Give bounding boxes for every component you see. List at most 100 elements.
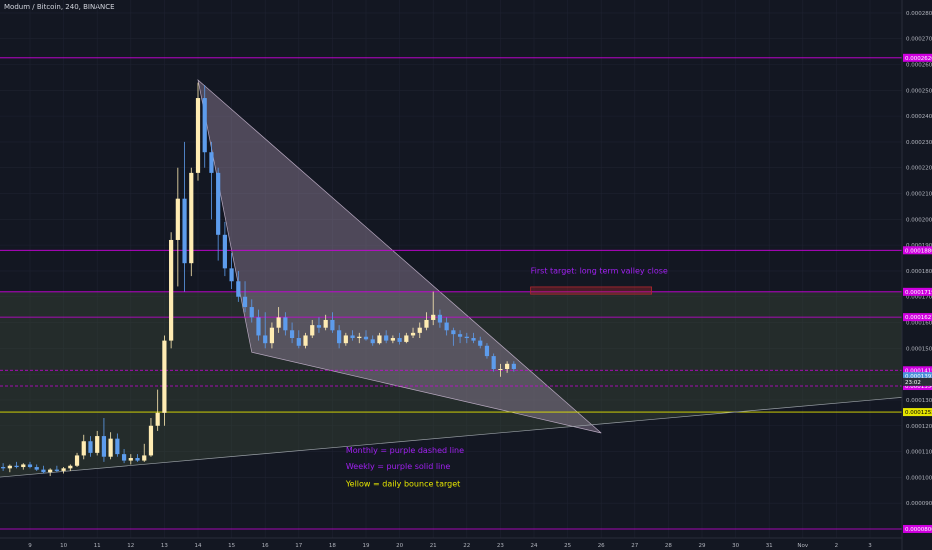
candle-body bbox=[464, 336, 469, 339]
x-tick-label: 14 bbox=[195, 543, 202, 549]
candle bbox=[182, 141, 187, 292]
level-badge bbox=[903, 366, 932, 375]
first-target-box bbox=[530, 286, 653, 295]
candle-body bbox=[249, 307, 254, 318]
candle-body bbox=[61, 468, 66, 471]
candle-body bbox=[115, 438, 120, 455]
candle bbox=[81, 434, 86, 460]
candle bbox=[390, 335, 395, 344]
candle-body bbox=[148, 425, 154, 456]
level-badge bbox=[903, 524, 932, 533]
x-tick-label: 16 bbox=[262, 543, 269, 549]
candle-body bbox=[229, 268, 234, 282]
candle bbox=[276, 307, 281, 333]
x-tick-label: 17 bbox=[295, 543, 302, 549]
candle bbox=[14, 461, 19, 469]
x-tick-label: 23 bbox=[497, 543, 504, 549]
candle-body bbox=[182, 198, 187, 264]
candle bbox=[236, 270, 241, 302]
candle-body bbox=[209, 152, 214, 173]
level-badge-label: 0.0001621 bbox=[905, 315, 932, 321]
candle-body bbox=[330, 319, 335, 331]
candle-body bbox=[296, 338, 301, 346]
range-zone bbox=[0, 291, 902, 478]
candle-body bbox=[471, 338, 476, 341]
candle bbox=[21, 463, 26, 470]
x-tick-label: 29 bbox=[699, 543, 706, 549]
level-badge-label: 0.0000800 bbox=[905, 527, 932, 533]
candle-body bbox=[410, 332, 416, 336]
candle-body bbox=[175, 198, 180, 240]
candle-body bbox=[41, 469, 46, 473]
price-badge-label: 0.0001392 bbox=[905, 374, 932, 380]
x-tick-label: 30 bbox=[732, 543, 739, 549]
candle bbox=[54, 465, 59, 473]
candle-body bbox=[81, 441, 86, 456]
candle-body bbox=[310, 325, 315, 336]
candle bbox=[316, 317, 322, 333]
x-tick-label: 18 bbox=[329, 543, 336, 549]
x-tick-label: 28 bbox=[665, 543, 672, 549]
candle bbox=[283, 312, 288, 336]
x-tick-label: 25 bbox=[564, 543, 571, 549]
candle bbox=[384, 330, 389, 344]
candle-body bbox=[384, 335, 389, 341]
candle bbox=[135, 454, 140, 462]
candle-body bbox=[222, 234, 227, 269]
candle bbox=[41, 465, 46, 474]
candle-body bbox=[289, 330, 295, 339]
price-badge bbox=[903, 377, 932, 386]
level-badge bbox=[903, 246, 932, 255]
candle-body bbox=[162, 340, 167, 413]
candle-body bbox=[350, 335, 355, 339]
candle bbox=[263, 312, 268, 349]
candle bbox=[121, 448, 127, 464]
x-tick-label: 24 bbox=[531, 543, 538, 549]
candle-body bbox=[27, 464, 33, 468]
level-lines bbox=[0, 57, 902, 530]
x-tick-label: 19 bbox=[363, 543, 370, 549]
annotation-text: Yellow = daily bounce target bbox=[345, 479, 460, 488]
candle-body bbox=[511, 363, 516, 369]
level-badge-label: 0.0001880 bbox=[905, 248, 932, 254]
candle bbox=[222, 221, 227, 277]
candle bbox=[195, 82, 201, 181]
candle-body bbox=[343, 335, 348, 344]
time-axis[interactable]: 9 10 11 12 13 14 15 16 17 18 19 20 21 22 23 24 25 26 27 28 2… bbox=[0, 537, 902, 549]
candle bbox=[451, 327, 456, 346]
candle bbox=[404, 332, 409, 344]
x-tick-label: 10 bbox=[60, 543, 67, 549]
candle-body bbox=[303, 335, 308, 346]
candle bbox=[478, 336, 483, 349]
candle-body bbox=[444, 322, 449, 331]
candle-body bbox=[108, 438, 113, 457]
candle-body bbox=[397, 338, 402, 342]
candle-body bbox=[404, 335, 409, 342]
candle bbox=[61, 467, 66, 474]
level-badge-label: 0.0002626 bbox=[905, 56, 932, 62]
candle bbox=[303, 332, 308, 349]
candle bbox=[343, 332, 348, 346]
candle-body bbox=[457, 334, 463, 337]
candle-body bbox=[498, 368, 503, 370]
candle-body bbox=[505, 363, 510, 369]
level-badge-label: 0.0001415 bbox=[905, 368, 932, 374]
candle bbox=[155, 389, 160, 431]
annotation-text: Weekly = purple solid line bbox=[346, 462, 451, 471]
candle-body bbox=[417, 327, 422, 333]
candle bbox=[27, 461, 33, 469]
candle bbox=[431, 291, 436, 326]
support-trendline bbox=[0, 397, 903, 478]
candle bbox=[330, 312, 335, 333]
candle bbox=[101, 418, 107, 462]
candle-body bbox=[478, 340, 483, 346]
x-tick-label: 3 bbox=[868, 543, 872, 549]
candle-body bbox=[202, 98, 207, 153]
